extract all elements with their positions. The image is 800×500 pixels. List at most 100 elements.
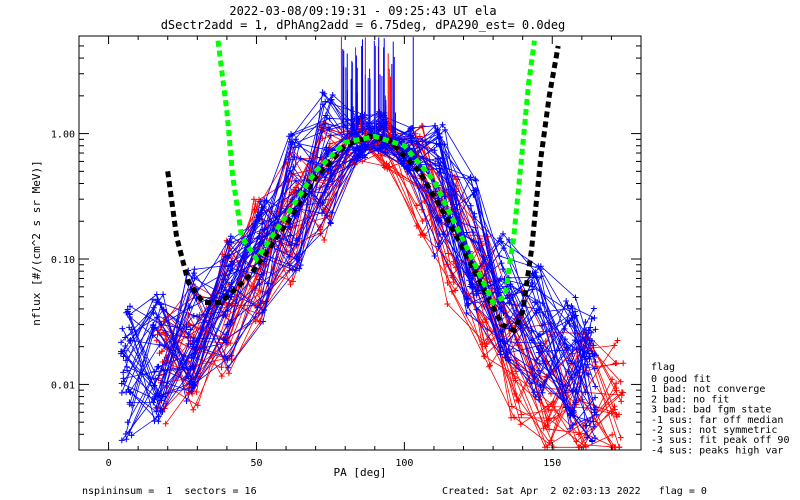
- blue-point: [328, 170, 335, 177]
- blue-point: [323, 212, 330, 219]
- red-point: [518, 411, 525, 418]
- blue-point: [222, 353, 228, 360]
- blue-point: [465, 300, 472, 307]
- red-point: [419, 218, 426, 224]
- blue-point: [228, 283, 235, 290]
- blue-point: [293, 267, 299, 274]
- blue-point: [593, 352, 599, 359]
- blue-point: [592, 326, 599, 333]
- blue-point: [253, 214, 260, 221]
- blue-point: [588, 329, 595, 336]
- red-point: [163, 336, 170, 343]
- blue-point: [287, 167, 293, 174]
- blue-point: [496, 289, 503, 296]
- blue-point: [436, 165, 443, 172]
- blue-point: [361, 152, 368, 159]
- blue-point: [158, 301, 165, 308]
- red-point: [416, 133, 423, 140]
- blue-point: [123, 309, 130, 316]
- blue-point: [324, 150, 331, 157]
- blue-point: [120, 375, 127, 382]
- blue-point: [227, 267, 234, 274]
- blue-point: [325, 124, 332, 131]
- blue-point: [289, 132, 296, 139]
- red-point: [444, 301, 451, 307]
- blue-line: [125, 91, 595, 435]
- x-axis-label: PA [deg]: [334, 466, 387, 479]
- blue-point: [592, 359, 599, 365]
- blue-point: [327, 132, 334, 139]
- blue-point: [289, 141, 295, 148]
- blue-point: [119, 325, 126, 332]
- blue-point: [569, 305, 576, 312]
- blue-point: [568, 360, 575, 367]
- red-point: [617, 378, 624, 385]
- blue-point: [440, 231, 446, 238]
- x-tick-label: 150: [543, 458, 561, 469]
- red-point: [618, 398, 625, 405]
- blue-point: [464, 295, 471, 302]
- blue-point: [124, 367, 131, 374]
- legend-entry: -2 sus: not symmetric: [651, 425, 777, 436]
- blue-point: [572, 294, 579, 301]
- blue-point: [498, 306, 505, 313]
- red-point: [545, 406, 552, 413]
- red-point: [613, 360, 620, 367]
- blue-point: [471, 214, 478, 220]
- red-line: [157, 129, 617, 428]
- red-point: [386, 163, 393, 170]
- blue-point: [531, 270, 537, 277]
- red-point: [609, 376, 616, 383]
- blue-point: [470, 284, 476, 291]
- blue-point: [470, 229, 476, 236]
- red-point: [418, 122, 425, 129]
- blue-point: [191, 382, 198, 389]
- blue-point: [381, 149, 388, 155]
- blue-point: [463, 310, 470, 316]
- blue-point: [431, 253, 438, 259]
- blue-point: [158, 397, 165, 404]
- blue-point: [292, 136, 299, 143]
- blue-line: [124, 103, 586, 363]
- blue-point: [322, 120, 329, 127]
- blue-point: [124, 419, 131, 426]
- red-line: [165, 142, 615, 448]
- blue-point: [194, 313, 200, 320]
- red-point: [479, 260, 486, 267]
- blue-point: [120, 369, 127, 376]
- blue-point: [467, 202, 474, 209]
- blue-point: [582, 319, 589, 325]
- blue-point: [122, 431, 129, 437]
- blue-point: [589, 438, 596, 445]
- red-point: [450, 279, 457, 285]
- blue-point: [292, 144, 299, 151]
- blue-point: [190, 312, 197, 319]
- red-point: [620, 360, 627, 367]
- blue-point: [126, 429, 133, 436]
- legend-title: flag: [651, 362, 675, 373]
- blue-point: [378, 141, 385, 148]
- blue-point: [472, 176, 479, 183]
- red-point: [614, 337, 621, 344]
- blue-point: [498, 238, 505, 245]
- blue-point: [539, 300, 546, 307]
- red-point: [551, 415, 557, 422]
- blue-point: [155, 372, 162, 379]
- chart-subtitle: dSectr2add = 1, dPhAng2add = 6.75deg, dP…: [161, 18, 566, 32]
- red-point: [512, 377, 519, 384]
- red-point: [542, 338, 549, 344]
- blue-point: [582, 337, 589, 344]
- blue-point: [117, 350, 124, 357]
- blue-point: [185, 340, 192, 347]
- blue-point: [563, 298, 570, 304]
- y-axis-label: nflux [#/(cm^2 s sr MeV)]: [30, 160, 43, 326]
- blue-point: [470, 290, 477, 297]
- blue-point: [473, 187, 480, 194]
- blue-point: [407, 135, 414, 142]
- red-point: [508, 403, 515, 410]
- blue-point: [118, 437, 125, 444]
- red-point: [548, 401, 555, 408]
- red-point: [190, 406, 197, 413]
- blue-point: [187, 326, 194, 333]
